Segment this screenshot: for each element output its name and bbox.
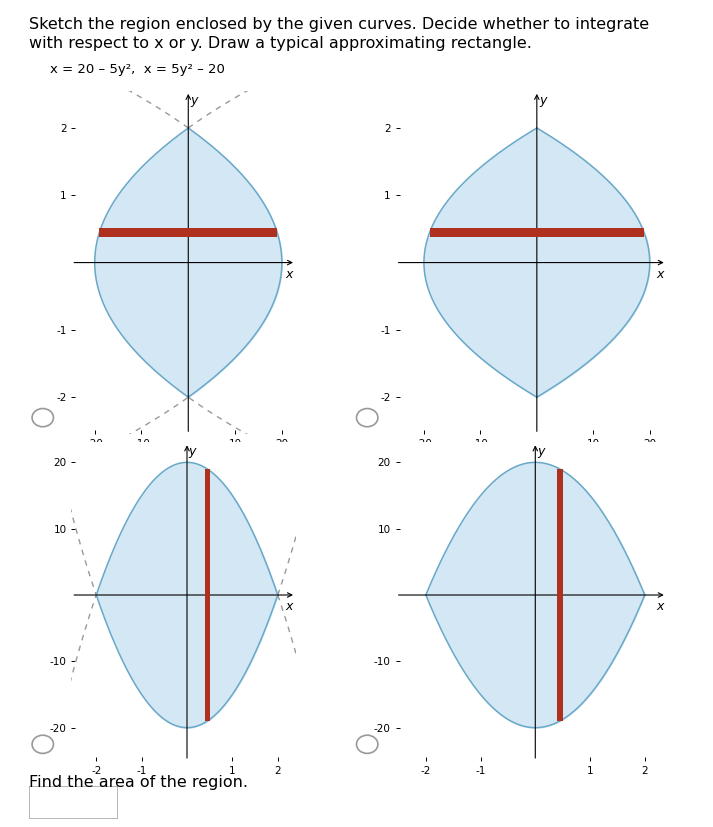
Text: x: x [286,268,293,281]
Bar [99,228,277,237]
FancyBboxPatch shape [29,786,118,819]
Text: y: y [189,445,196,458]
Text: y: y [190,93,198,107]
Text: y: y [538,445,545,458]
Text: Find the area of the region.: Find the area of the region. [29,775,247,790]
Text: Sketch the region enclosed by the given curves. Decide whether to integrate: Sketch the region enclosed by the given … [29,17,649,31]
Text: x: x [656,600,663,613]
Text: with respect to x or y. Draw a typical approximating rectangle.: with respect to x or y. Draw a typical a… [29,36,531,51]
Text: x: x [286,600,293,613]
Text: x = 20 – 5y²,  x = 5y² – 20: x = 20 – 5y², x = 5y² – 20 [50,63,225,76]
Bar [205,469,210,721]
Bar [557,469,563,721]
Bar [430,228,644,237]
Text: y: y [539,93,546,107]
Text: x: x [656,268,663,281]
